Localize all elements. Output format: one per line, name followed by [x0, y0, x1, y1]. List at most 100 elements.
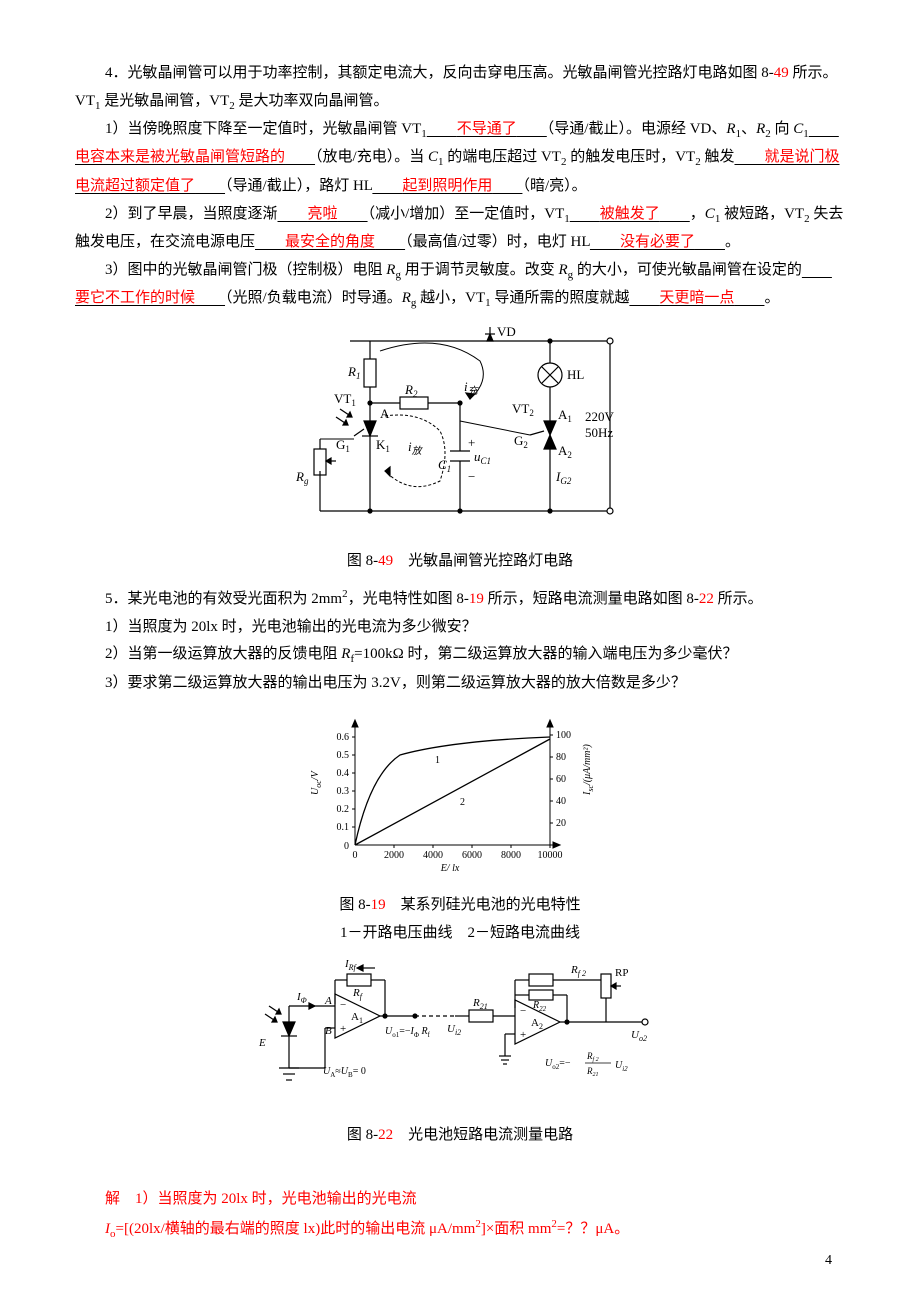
fig-8-49: VD R1 VT1 R2 A G1 K1 Rg C1 uC1 + − i充 i放…	[75, 321, 845, 542]
svg-text:Ui2: Ui2	[447, 1023, 461, 1037]
svg-text:+: +	[468, 435, 475, 450]
t: 2）当第一级运算放大器的反馈电阻	[105, 646, 341, 662]
svg-text:0.3: 0.3	[337, 786, 350, 797]
svg-text:−: −	[520, 1005, 526, 1017]
svg-text:0: 0	[344, 841, 349, 852]
ans: 亮啦	[308, 206, 338, 222]
svg-text:Uo2: Uo2	[631, 1029, 647, 1043]
c: C	[793, 121, 803, 137]
t: （导通/截止）。电源经 VD、	[547, 121, 727, 137]
t: ，	[690, 206, 705, 222]
t: （导通/截止），路灯 HL	[225, 178, 372, 194]
t: 的触发电压时，VT	[566, 149, 695, 165]
t: 用于调节灵敏度。改变	[401, 262, 559, 278]
svg-text:B: B	[325, 1025, 332, 1037]
svg-text:VT1: VT1	[334, 391, 356, 408]
svg-text:HL: HL	[567, 367, 584, 382]
svg-text:IRf: IRf	[344, 958, 358, 972]
t: 光敏晶闸管光控路灯电路	[393, 553, 573, 569]
svg-text:10000: 10000	[538, 850, 563, 861]
svg-text:8000: 8000	[501, 850, 521, 861]
svg-text:E: E	[258, 1037, 266, 1049]
svg-text:C1: C1	[438, 457, 451, 474]
fig-8-22-caption: 图 8-22 光电池短路电流测量电路	[75, 1122, 845, 1150]
t: 向	[771, 121, 794, 137]
svg-text:0.5: 0.5	[337, 750, 350, 761]
circuit-8-22-svg: − + − +	[245, 956, 675, 1106]
t: 所示。	[714, 591, 763, 607]
ans: 最安全的角度	[285, 234, 375, 250]
t: 图 8-	[347, 1127, 378, 1143]
solution-p1: 解 1）当照度为 20lx 时，光电池输出的光电流	[75, 1186, 845, 1214]
q4-intro: 4．光敏晶闸管可以用于功率控制，其额定电流大，反向击穿电压高。光敏晶闸管光控路灯…	[75, 60, 845, 116]
t: 导通所需的照度就越	[491, 290, 630, 306]
t: 1）当傍晚照度下降至一定值时，光敏晶闸管 VT	[105, 121, 421, 137]
q5-intro: 5．某光电池的有效受光面积为 2mm2，光电特性如图 8-19 所示，短路电流测…	[75, 584, 845, 614]
svg-text:6000: 6000	[462, 850, 482, 861]
svg-text:2: 2	[460, 797, 465, 808]
sub: 1－开路电压曲线 2－短路电流曲线	[340, 925, 580, 941]
svg-text:A1: A1	[558, 407, 572, 424]
blank: 没有必要了	[590, 234, 725, 250]
t: 。	[725, 234, 740, 250]
svg-text:Uo2=−: Uo2=−	[545, 1058, 571, 1071]
text: 4．光敏晶闸管可以用于功率控制，其额定电流大，反向击穿电压高。光敏晶闸管光控路灯…	[105, 65, 774, 81]
svg-text:0.2: 0.2	[337, 804, 350, 815]
svg-text:20: 20	[556, 818, 566, 829]
t: 1）当照度为 20lx 时，光电池输出的光电流	[135, 1191, 417, 1207]
svg-text:Rf 2: Rf 2	[586, 1051, 599, 1063]
ans: 没有必要了	[620, 234, 695, 250]
fig-8-22: − + − +	[75, 956, 845, 1117]
svg-text:−: −	[468, 469, 475, 484]
svg-text:−: −	[340, 999, 346, 1011]
svg-text:IG2: IG2	[555, 469, 572, 486]
t: 越小，VT	[416, 290, 485, 306]
svg-text:Rf 2: Rf 2	[570, 964, 586, 978]
svg-text:4000: 4000	[423, 850, 443, 861]
q4-p1: 1）当傍晚照度下降至一定值时，光敏晶闸管 VT1 不导通了 （导通/截止）。电源…	[75, 116, 845, 200]
svg-text:IΦ: IΦ	[296, 991, 307, 1005]
svg-text:Isc/(μA/mm²): Isc/(μA/mm²)	[582, 744, 595, 796]
r: R	[558, 262, 567, 278]
svg-text:1: 1	[435, 755, 440, 766]
t: （最高值/过零）时，电灯 HL	[405, 234, 590, 250]
blank: 最安全的角度	[255, 234, 405, 250]
svg-text:E/ lx: E/ lx	[440, 863, 460, 874]
svg-text:R2: R2	[404, 382, 418, 399]
svg-text:0.1: 0.1	[337, 822, 350, 833]
svg-text:2000: 2000	[384, 850, 404, 861]
svg-text:Uo1=−IΦ Rf: Uo1=−IΦ Rf	[385, 1026, 431, 1039]
formula: Io=[(20lx/横轴的最右端的照度 lx)此时的输出电流 μA/mm2]×面…	[105, 1221, 629, 1237]
fig-8-19: 0 0.1 0.2 0.3 0.4 0.5 0.6 20 40 60 80 10…	[75, 705, 845, 886]
svg-text:uC1: uC1	[474, 449, 491, 466]
svg-text:A: A	[324, 995, 332, 1007]
svg-text:R22: R22	[532, 1000, 547, 1013]
svg-text:UA≈UB= 0: UA≈UB= 0	[323, 1066, 366, 1079]
fig-8-19-caption: 图 8-19 某系列硅光电池的光电特性 1－开路电压曲线 2－短路电流曲线	[75, 892, 845, 948]
t: （放电/充电）。当	[315, 149, 428, 165]
t: ，光电特性如图 8-	[348, 591, 469, 607]
svg-text:A: A	[380, 406, 390, 421]
svg-text:Rf: Rf	[352, 987, 364, 1001]
ans: 起到照明作用	[402, 178, 492, 194]
svg-text:40: 40	[556, 796, 566, 807]
svg-text:R21: R21	[472, 997, 488, 1011]
t: 。	[764, 290, 779, 306]
t: 所示，短路电流测量电路如图 8-	[484, 591, 699, 607]
r: R	[726, 121, 735, 137]
blank: 亮啦	[278, 206, 368, 222]
t: 3）图中的光敏晶闸管门极（控制极）电阻	[105, 262, 386, 278]
fignum: 49	[774, 65, 789, 81]
t: （减小/增加）至一定值时，VT	[368, 206, 565, 222]
text: 是大功率双向晶闸管。	[235, 93, 389, 109]
n: 22	[378, 1127, 393, 1143]
q5-p3: 3）要求第二级运算放大器的输出电压为 3.2V，则第二级运算放大器的放大倍数是多…	[75, 670, 845, 698]
c: C	[705, 206, 715, 222]
t: =100kΩ 时，第二级运算放大器的输入端电压为多少毫伏？	[354, 646, 737, 662]
q4-p3: 3）图中的光敏晶闸管门极（控制极）电阻 Rg 用于调节灵敏度。改变 Rg 的大小…	[75, 257, 845, 314]
svg-text:K1: K1	[376, 437, 390, 454]
svg-text:Rg: Rg	[295, 469, 309, 486]
t: 、	[741, 121, 756, 137]
svg-text:0: 0	[353, 850, 358, 861]
svg-text:RP: RP	[615, 967, 628, 979]
